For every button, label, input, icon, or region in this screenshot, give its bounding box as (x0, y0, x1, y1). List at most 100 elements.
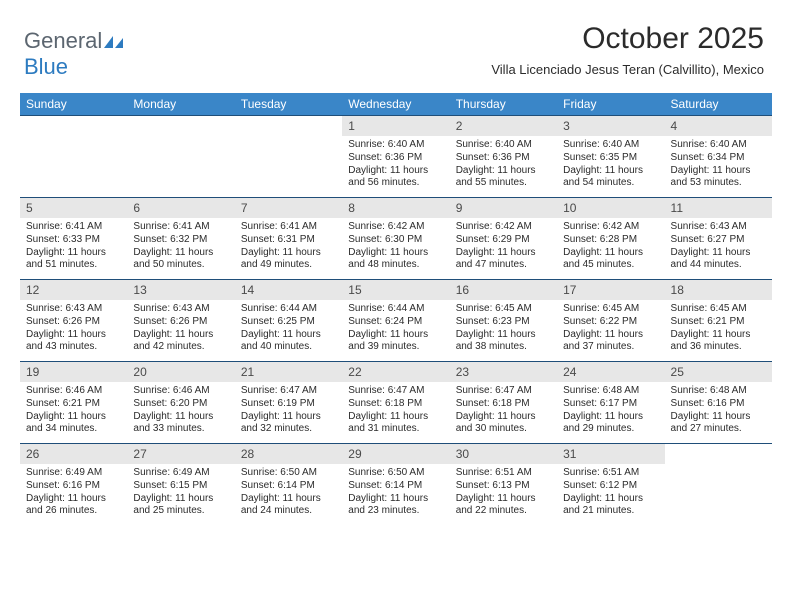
day-details: Sunrise: 6:49 AMSunset: 6:16 PMDaylight:… (20, 464, 127, 522)
calendar-head: SundayMondayTuesdayWednesdayThursdayFrid… (20, 93, 772, 116)
day-number: 13 (127, 280, 234, 300)
calendar-cell: 7Sunrise: 6:41 AMSunset: 6:31 PMDaylight… (235, 198, 342, 280)
day-number: 31 (557, 444, 664, 464)
calendar-row: 19Sunrise: 6:46 AMSunset: 6:21 PMDayligh… (20, 362, 772, 444)
calendar-cell: 28Sunrise: 6:50 AMSunset: 6:14 PMDayligh… (235, 444, 342, 526)
day-details: Sunrise: 6:43 AMSunset: 6:26 PMDaylight:… (20, 300, 127, 358)
day-details: Sunrise: 6:43 AMSunset: 6:27 PMDaylight:… (665, 218, 772, 276)
day-number: 25 (665, 362, 772, 382)
day-details: Sunrise: 6:44 AMSunset: 6:24 PMDaylight:… (342, 300, 449, 358)
day-number: 1 (342, 116, 449, 136)
day-details: Sunrise: 6:47 AMSunset: 6:19 PMDaylight:… (235, 382, 342, 440)
calendar-cell: .. (235, 116, 342, 198)
day-number: 16 (450, 280, 557, 300)
weekday-header: Wednesday (342, 93, 449, 116)
weekday-header: Thursday (450, 93, 557, 116)
day-number: 28 (235, 444, 342, 464)
day-number: 26 (20, 444, 127, 464)
calendar-cell: 30Sunrise: 6:51 AMSunset: 6:13 PMDayligh… (450, 444, 557, 526)
calendar-cell: 27Sunrise: 6:49 AMSunset: 6:15 PMDayligh… (127, 444, 234, 526)
day-number: 2 (450, 116, 557, 136)
calendar-cell: 9Sunrise: 6:42 AMSunset: 6:29 PMDaylight… (450, 198, 557, 280)
calendar-cell: 17Sunrise: 6:45 AMSunset: 6:22 PMDayligh… (557, 280, 664, 362)
day-details: Sunrise: 6:51 AMSunset: 6:13 PMDaylight:… (450, 464, 557, 522)
day-number: 15 (342, 280, 449, 300)
calendar-cell: 19Sunrise: 6:46 AMSunset: 6:21 PMDayligh… (20, 362, 127, 444)
day-number: 19 (20, 362, 127, 382)
day-details: Sunrise: 6:42 AMSunset: 6:28 PMDaylight:… (557, 218, 664, 276)
day-details: Sunrise: 6:48 AMSunset: 6:16 PMDaylight:… (665, 382, 772, 440)
day-details: Sunrise: 6:46 AMSunset: 6:20 PMDaylight:… (127, 382, 234, 440)
day-number: 4 (665, 116, 772, 136)
calendar-cell: 31Sunrise: 6:51 AMSunset: 6:12 PMDayligh… (557, 444, 664, 526)
day-details: Sunrise: 6:40 AMSunset: 6:34 PMDaylight:… (665, 136, 772, 194)
calendar-cell: 25Sunrise: 6:48 AMSunset: 6:16 PMDayligh… (665, 362, 772, 444)
day-details: Sunrise: 6:40 AMSunset: 6:36 PMDaylight:… (342, 136, 449, 194)
calendar-cell: .. (665, 444, 772, 526)
day-number: 27 (127, 444, 234, 464)
calendar-table: SundayMondayTuesdayWednesdayThursdayFrid… (20, 93, 772, 526)
day-number: 11 (665, 198, 772, 218)
day-number: 14 (235, 280, 342, 300)
day-number: 3 (557, 116, 664, 136)
calendar-cell: 16Sunrise: 6:45 AMSunset: 6:23 PMDayligh… (450, 280, 557, 362)
day-details: Sunrise: 6:45 AMSunset: 6:23 PMDaylight:… (450, 300, 557, 358)
day-details: Sunrise: 6:41 AMSunset: 6:32 PMDaylight:… (127, 218, 234, 276)
day-number: 22 (342, 362, 449, 382)
calendar-cell: 5Sunrise: 6:41 AMSunset: 6:33 PMDaylight… (20, 198, 127, 280)
logo-text-1: General (24, 28, 102, 53)
calendar-cell: 4Sunrise: 6:40 AMSunset: 6:34 PMDaylight… (665, 116, 772, 198)
logo: General Blue (24, 28, 124, 80)
day-number: 30 (450, 444, 557, 464)
calendar-cell: 11Sunrise: 6:43 AMSunset: 6:27 PMDayligh… (665, 198, 772, 280)
calendar-cell: 18Sunrise: 6:45 AMSunset: 6:21 PMDayligh… (665, 280, 772, 362)
calendar-cell: 22Sunrise: 6:47 AMSunset: 6:18 PMDayligh… (342, 362, 449, 444)
day-details: Sunrise: 6:50 AMSunset: 6:14 PMDaylight:… (342, 464, 449, 522)
day-details: Sunrise: 6:48 AMSunset: 6:17 PMDaylight:… (557, 382, 664, 440)
weekday-header: Tuesday (235, 93, 342, 116)
day-details: Sunrise: 6:41 AMSunset: 6:33 PMDaylight:… (20, 218, 127, 276)
day-details: Sunrise: 6:51 AMSunset: 6:12 PMDaylight:… (557, 464, 664, 522)
weekday-header: Friday (557, 93, 664, 116)
day-number: 17 (557, 280, 664, 300)
calendar-row: 5Sunrise: 6:41 AMSunset: 6:33 PMDaylight… (20, 198, 772, 280)
calendar-cell: .. (127, 116, 234, 198)
calendar-cell: 26Sunrise: 6:49 AMSunset: 6:16 PMDayligh… (20, 444, 127, 526)
day-details: Sunrise: 6:45 AMSunset: 6:21 PMDaylight:… (665, 300, 772, 358)
day-number: 18 (665, 280, 772, 300)
calendar-cell: 24Sunrise: 6:48 AMSunset: 6:17 PMDayligh… (557, 362, 664, 444)
calendar-row: 26Sunrise: 6:49 AMSunset: 6:16 PMDayligh… (20, 444, 772, 526)
day-number: 5 (20, 198, 127, 218)
day-details: Sunrise: 6:46 AMSunset: 6:21 PMDaylight:… (20, 382, 127, 440)
day-number: 9 (450, 198, 557, 218)
calendar-cell: 21Sunrise: 6:47 AMSunset: 6:19 PMDayligh… (235, 362, 342, 444)
calendar-cell: 14Sunrise: 6:44 AMSunset: 6:25 PMDayligh… (235, 280, 342, 362)
calendar-cell: 8Sunrise: 6:42 AMSunset: 6:30 PMDaylight… (342, 198, 449, 280)
day-details: Sunrise: 6:41 AMSunset: 6:31 PMDaylight:… (235, 218, 342, 276)
logo-sail-icon (104, 34, 124, 50)
calendar-cell: 23Sunrise: 6:47 AMSunset: 6:18 PMDayligh… (450, 362, 557, 444)
calendar-cell: 2Sunrise: 6:40 AMSunset: 6:36 PMDaylight… (450, 116, 557, 198)
day-details: Sunrise: 6:49 AMSunset: 6:15 PMDaylight:… (127, 464, 234, 522)
calendar-cell: 1Sunrise: 6:40 AMSunset: 6:36 PMDaylight… (342, 116, 449, 198)
day-details: Sunrise: 6:43 AMSunset: 6:26 PMDaylight:… (127, 300, 234, 358)
day-number: 7 (235, 198, 342, 218)
weekday-header: Sunday (20, 93, 127, 116)
day-number: 20 (127, 362, 234, 382)
calendar-cell: 10Sunrise: 6:42 AMSunset: 6:28 PMDayligh… (557, 198, 664, 280)
day-details: Sunrise: 6:47 AMSunset: 6:18 PMDaylight:… (342, 382, 449, 440)
calendar-cell: 6Sunrise: 6:41 AMSunset: 6:32 PMDaylight… (127, 198, 234, 280)
calendar-row: 12Sunrise: 6:43 AMSunset: 6:26 PMDayligh… (20, 280, 772, 362)
day-details: Sunrise: 6:50 AMSunset: 6:14 PMDaylight:… (235, 464, 342, 522)
day-number: 23 (450, 362, 557, 382)
day-details: Sunrise: 6:42 AMSunset: 6:30 PMDaylight:… (342, 218, 449, 276)
calendar-cell: 20Sunrise: 6:46 AMSunset: 6:20 PMDayligh… (127, 362, 234, 444)
calendar-cell: 3Sunrise: 6:40 AMSunset: 6:35 PMDaylight… (557, 116, 664, 198)
day-number: 29 (342, 444, 449, 464)
calendar-body: ......1Sunrise: 6:40 AMSunset: 6:36 PMDa… (20, 116, 772, 526)
day-details: Sunrise: 6:40 AMSunset: 6:35 PMDaylight:… (557, 136, 664, 194)
day-number: 6 (127, 198, 234, 218)
calendar-row: ......1Sunrise: 6:40 AMSunset: 6:36 PMDa… (20, 116, 772, 198)
weekday-header: Saturday (665, 93, 772, 116)
day-number: 12 (20, 280, 127, 300)
